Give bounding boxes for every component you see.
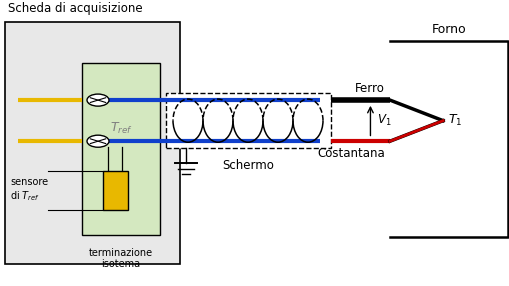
Text: $T_{ref}$: $T_{ref}$	[109, 121, 132, 136]
Text: Forno: Forno	[431, 23, 465, 36]
Text: terminazione
isotema: terminazione isotema	[89, 248, 153, 269]
Bar	[103, 170, 128, 210]
Circle shape	[87, 135, 109, 147]
Bar	[5, 22, 180, 265]
Text: Scheda di acquisizione: Scheda di acquisizione	[8, 2, 142, 15]
Text: $V_1$: $V_1$	[376, 113, 390, 128]
Text: $T_1$: $T_1$	[447, 113, 462, 128]
Bar	[165, 94, 330, 148]
Text: Schermo: Schermo	[221, 159, 273, 172]
Bar	[82, 63, 160, 235]
Circle shape	[87, 94, 109, 106]
Text: sensore
di $T_{ref}$: sensore di $T_{ref}$	[10, 177, 48, 203]
Text: Costantana: Costantana	[317, 147, 384, 160]
Text: Ferro: Ferro	[354, 82, 384, 94]
